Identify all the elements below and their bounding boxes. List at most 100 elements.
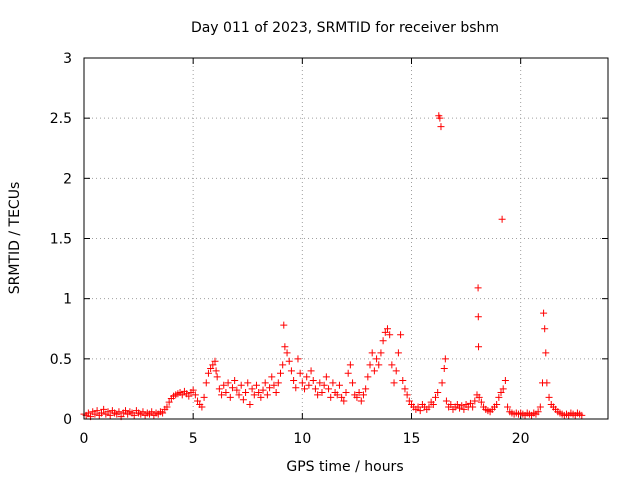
data-point xyxy=(130,411,138,419)
data-point xyxy=(204,369,212,377)
data-point xyxy=(268,373,276,381)
y-axis-label: SRMTID / TECUs xyxy=(7,182,23,295)
data-point xyxy=(325,385,333,393)
data-point xyxy=(97,409,105,417)
data-point xyxy=(178,391,186,399)
data-point xyxy=(228,384,236,392)
data-point xyxy=(403,391,411,399)
data-point xyxy=(353,393,361,401)
data-point xyxy=(198,403,206,411)
data-point xyxy=(466,399,474,407)
data-point xyxy=(226,393,234,401)
data-point xyxy=(373,355,381,363)
data-point xyxy=(272,389,280,397)
x-tick-label: 20 xyxy=(512,431,530,447)
data-point xyxy=(224,379,232,387)
data-point xyxy=(91,410,99,418)
data-point xyxy=(432,393,440,401)
y-tick-label: 3 xyxy=(63,51,72,67)
data-point xyxy=(327,393,335,401)
data-point xyxy=(296,369,304,377)
grid xyxy=(84,58,608,419)
data-point xyxy=(335,381,343,389)
data-point xyxy=(220,381,228,389)
data-point xyxy=(292,384,300,392)
data-point xyxy=(233,386,241,394)
data-point xyxy=(279,361,287,369)
data-point xyxy=(235,391,243,399)
data-point xyxy=(541,325,549,333)
data-point xyxy=(163,403,171,411)
data-point xyxy=(274,379,282,387)
data-point xyxy=(397,331,405,339)
data-point xyxy=(355,389,363,397)
data-point xyxy=(497,389,505,397)
data-point xyxy=(536,403,544,411)
y-tick-label: 1.5 xyxy=(50,232,72,248)
data-point xyxy=(437,123,445,131)
data-point xyxy=(185,392,193,400)
data-point xyxy=(340,397,348,405)
data-point xyxy=(320,381,328,389)
data-point xyxy=(301,385,309,393)
data-point xyxy=(474,313,482,321)
data-point xyxy=(441,355,449,363)
data-point xyxy=(207,364,215,372)
data-point xyxy=(281,343,289,351)
x-axis-label: GPS time / hours xyxy=(286,459,403,475)
data-point xyxy=(540,309,548,317)
y-tick-label: 1 xyxy=(63,292,72,308)
data-point xyxy=(213,373,221,381)
data-point xyxy=(121,407,129,415)
data-point xyxy=(165,398,173,406)
data-point xyxy=(211,357,219,365)
chart-title: Day 011 of 2023, SRMTID for receiver bsh… xyxy=(191,20,499,36)
data-point xyxy=(84,409,92,417)
data-point xyxy=(93,407,101,415)
x-tick-label: 10 xyxy=(293,431,311,447)
data-point xyxy=(475,343,483,351)
data-point xyxy=(498,215,506,223)
data-point xyxy=(543,379,551,387)
data-point xyxy=(285,357,293,365)
data-point xyxy=(460,405,468,413)
data-point xyxy=(504,403,512,411)
data-point xyxy=(542,349,550,357)
data-point xyxy=(436,114,444,122)
data-point xyxy=(388,361,396,369)
data-point xyxy=(346,361,354,369)
data-point xyxy=(458,402,466,410)
data-point xyxy=(381,328,389,336)
data-point xyxy=(263,391,271,399)
data-point xyxy=(257,393,265,401)
data-point xyxy=(545,393,553,401)
data-point xyxy=(266,384,274,392)
y-tick-label: 0.5 xyxy=(50,352,72,368)
data-point xyxy=(255,389,263,397)
data-point xyxy=(280,321,288,329)
data-point xyxy=(294,355,302,363)
data-point xyxy=(277,369,284,377)
data-point xyxy=(248,385,256,393)
data-point xyxy=(194,397,202,405)
data-point xyxy=(287,367,295,375)
data-point xyxy=(425,403,433,411)
data-point xyxy=(377,349,385,357)
data-point xyxy=(442,397,450,405)
data-point xyxy=(298,379,306,387)
y-tick-label: 2 xyxy=(63,171,72,187)
data-point xyxy=(471,397,479,405)
data-point xyxy=(386,331,394,339)
data-point xyxy=(329,379,337,387)
data-point xyxy=(474,284,482,292)
data-point xyxy=(231,376,239,384)
data-point xyxy=(416,407,424,415)
data-point xyxy=(244,379,252,387)
data-point xyxy=(405,397,413,405)
data-point xyxy=(338,393,346,401)
data-point xyxy=(366,361,374,369)
data-point xyxy=(189,386,197,394)
data-point xyxy=(309,376,317,384)
plot-frame xyxy=(83,57,609,420)
y-tick-label: 0 xyxy=(63,412,72,428)
